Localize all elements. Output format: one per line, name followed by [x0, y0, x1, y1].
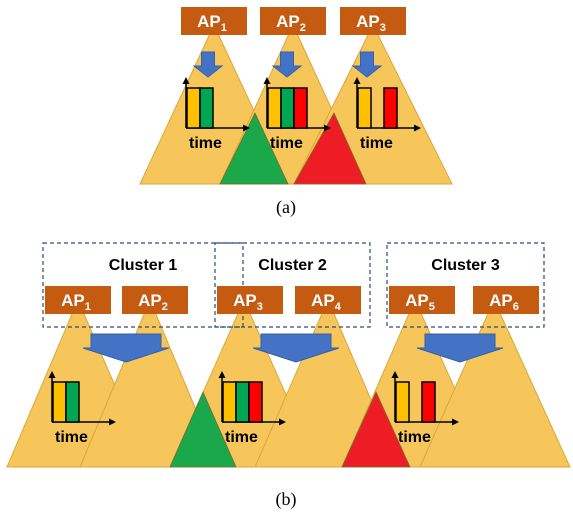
schedule-chart-a3: time — [353, 77, 421, 152]
time-slot-green — [280, 87, 295, 129]
schedule-layer: time time time time time time — [48, 77, 459, 446]
ap-label-b4: AP4 — [311, 291, 342, 313]
ap-box-b1 — [45, 286, 111, 314]
schedule-y-arrowhead — [218, 371, 226, 378]
ap-label-b6: AP6 — [489, 291, 519, 313]
cluster-label-3: Cluster 3 — [431, 257, 500, 274]
schedule-x-arrowhead — [452, 418, 459, 426]
caption-b: (b) — [276, 489, 297, 510]
transmit-arrow-cluster-1 — [82, 333, 170, 363]
schedule-chart-a2: time — [263, 77, 331, 152]
time-slot-yellow — [267, 87, 282, 129]
time-slot-red — [248, 381, 263, 423]
schedule-x-arrowhead — [324, 124, 331, 132]
ap-label-a1: AP1 — [197, 12, 227, 34]
schedule-chart-b3: time — [391, 371, 459, 446]
time-slot-green — [199, 87, 214, 129]
time-label: time — [225, 429, 258, 446]
ap-label-b5: AP5 — [405, 291, 435, 313]
ap-box-b6 — [473, 286, 539, 314]
transmit-arrow-a1 — [192, 51, 224, 78]
time-label: time — [55, 429, 88, 446]
ap-label-a2: AP2 — [276, 12, 306, 34]
caption-a: (a) — [276, 197, 296, 218]
transmit-arrow-a3 — [351, 51, 383, 78]
overlap-region-a12 — [219, 112, 289, 185]
ap-label-a3: AP3 — [356, 12, 386, 34]
schedule-y-arrowhead — [391, 371, 399, 378]
cluster-layer: Cluster 1 Cluster 2 Cluster 3 — [42, 242, 545, 328]
time-label: time — [270, 135, 303, 152]
overlap-region-b12-34 — [169, 391, 237, 468]
schedule-x-arrowhead — [279, 418, 286, 426]
arrow-layer — [82, 51, 504, 363]
cluster-label-1: Cluster 1 — [109, 257, 178, 274]
overlap-layer — [169, 112, 411, 468]
time-slot-green — [65, 381, 80, 423]
ap-layer: AP1 AP2 AP3 AP1 AP2 AP3 AP4 AP5 AP6 — [45, 7, 539, 314]
time-label: time — [398, 429, 431, 446]
ap-box-a1 — [181, 7, 247, 35]
time-label: time — [360, 135, 393, 152]
schedule-y-arrowhead — [263, 77, 271, 84]
ap-box-b4 — [295, 286, 361, 314]
coverage-area-b2 — [79, 298, 221, 468]
schedule-chart-b2: time — [218, 371, 286, 446]
schedule-x-arrowhead — [109, 418, 116, 426]
schedule-y-arrowhead — [353, 77, 361, 84]
transmit-arrow-cluster-2 — [252, 333, 340, 363]
ap-label-b1: AP1 — [61, 291, 91, 313]
time-slot-red — [293, 87, 308, 129]
ap-label-b2: AP2 — [138, 291, 168, 313]
transmit-arrow-a2 — [271, 51, 303, 78]
overlap-region-a23 — [293, 112, 367, 185]
ap-box-a2 — [260, 7, 326, 35]
time-label: time — [189, 135, 222, 152]
schedule-x-arrowhead — [243, 124, 250, 132]
time-slot-red — [383, 87, 398, 129]
schedule-y-arrowhead — [182, 77, 190, 84]
time-slot-yellow — [52, 381, 67, 423]
ap-box-b2 — [122, 286, 188, 314]
ap-label-b3: AP3 — [233, 291, 263, 313]
schedule-x-arrowhead — [414, 124, 421, 132]
cluster-box-2 — [214, 242, 371, 328]
cluster-box-3 — [386, 242, 545, 328]
time-slot-yellow — [357, 87, 372, 129]
cluster-label-2: Cluster 2 — [258, 257, 327, 274]
ap-box-b5 — [389, 286, 455, 314]
ap-box-b3 — [217, 286, 283, 314]
schedule-chart-a1: time — [182, 77, 250, 152]
time-slot-yellow — [395, 381, 410, 423]
cluster-box-1 — [42, 242, 244, 328]
coverage-area-b6 — [419, 298, 571, 468]
time-slot-red — [421, 381, 436, 423]
transmit-arrow-cluster-3 — [416, 333, 504, 363]
schedule-y-arrowhead — [48, 371, 56, 378]
ap-box-a3 — [340, 7, 406, 35]
schedule-chart-b1: time — [48, 371, 116, 446]
time-slot-green — [235, 381, 250, 423]
time-slot-yellow — [186, 87, 201, 129]
time-slot-yellow — [222, 381, 237, 423]
overlap-region-b34-56 — [341, 391, 411, 468]
